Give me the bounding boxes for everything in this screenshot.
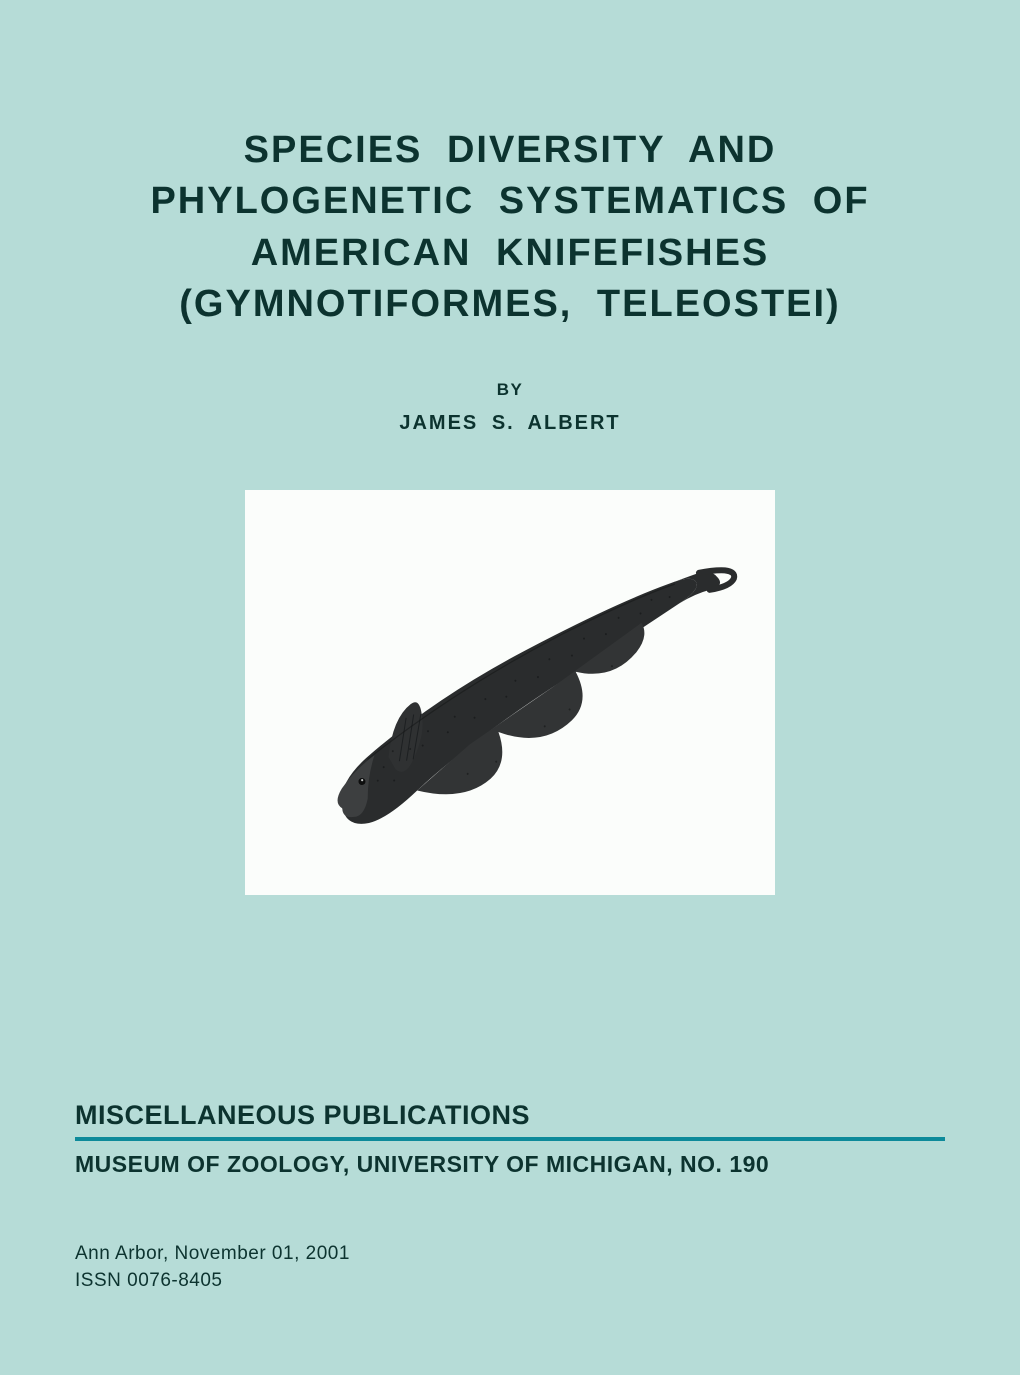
title-line-2: PHYLOGENETIC SYSTEMATICS OF xyxy=(75,176,945,227)
author: JAMES S. ALBERT xyxy=(75,412,945,435)
imprint-place-date: Ann Arbor, November 01, 2001 xyxy=(75,1240,945,1268)
cover-page: SPECIES DIVERSITY AND PHYLOGENETIC SYSTE… xyxy=(0,0,1020,1375)
title-line-1: SPECIES DIVERSITY AND xyxy=(75,125,945,176)
byline: BY xyxy=(75,380,945,400)
figure-knifefish xyxy=(245,490,775,895)
spacer xyxy=(75,895,945,1100)
imprint-issn: ISSN 0076-8405 xyxy=(75,1267,945,1295)
subseries-title: MUSEUM OF ZOOLOGY, UNIVERSITY OF MICHIGA… xyxy=(75,1151,945,1178)
knifefish-illustration xyxy=(245,490,775,895)
title-line-3: AMERICAN KNIFEFISHES xyxy=(75,228,945,279)
series-rule xyxy=(75,1137,945,1141)
title-line-4: (GYMNOTIFORMES, TELEOSTEI) xyxy=(75,279,945,330)
title-block: SPECIES DIVERSITY AND PHYLOGENETIC SYSTE… xyxy=(75,125,945,330)
series-title: MISCELLANEOUS PUBLICATIONS xyxy=(75,1100,945,1131)
